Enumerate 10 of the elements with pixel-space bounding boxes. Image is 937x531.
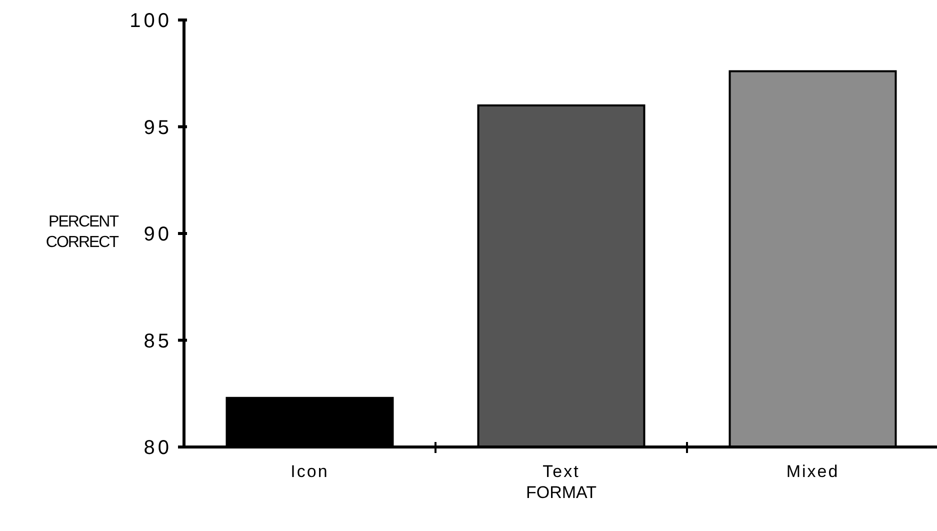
y-axis-title: PERCENT CORRECT — [46, 213, 120, 252]
y-tick-label: 100 — [130, 10, 172, 32]
x-tick-label: Icon — [290, 462, 329, 481]
y-tick-label: 95 — [144, 116, 172, 139]
y-tick-label: 85 — [144, 330, 172, 352]
x-tick-label: Mixed — [786, 462, 840, 481]
y-tick-label: 80 — [144, 437, 172, 459]
x-tick-label: Text — [542, 462, 580, 481]
x-axis-title: FORMAT — [526, 483, 597, 502]
y-tick-label: 90 — [144, 224, 172, 246]
